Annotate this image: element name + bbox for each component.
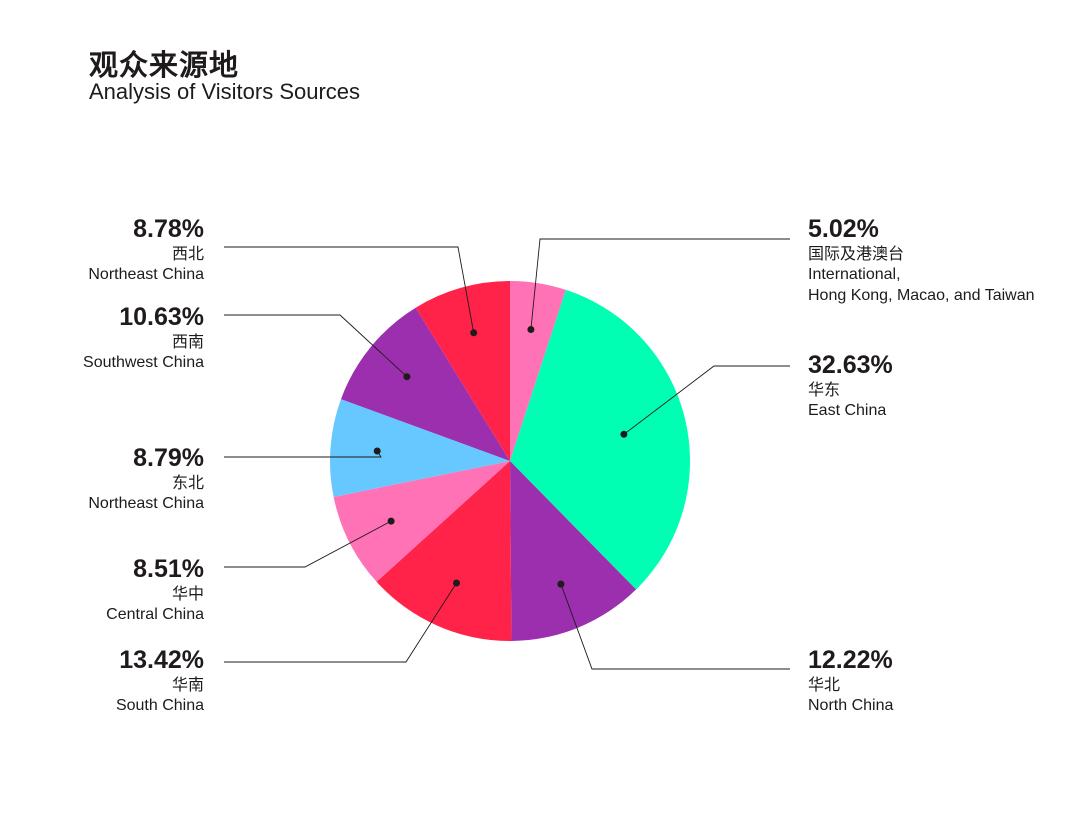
slice-region-en: Northeast China — [88, 266, 204, 283]
slice-region-cn: 东北 — [171, 473, 204, 492]
slice-region-cn: 西南 — [171, 332, 204, 351]
slice-region-en: East China — [808, 402, 887, 419]
slice-region-en: Central China — [106, 606, 204, 623]
slice-region-cn: 国际及港澳台 — [808, 244, 905, 263]
slice-region-en: Hong Kong, Macao, and Taiwan — [808, 287, 1035, 304]
leader-dot — [620, 430, 628, 438]
pie-slice — [510, 281, 566, 461]
chart-subtitle: Analysis of Visitors Sources — [89, 79, 361, 104]
slice-label: 10.63% 西南 Southwest China — [0, 303, 204, 373]
leader-line — [224, 246, 475, 333]
pie-slice — [330, 399, 510, 497]
leader-dot — [527, 326, 535, 333]
leader-dot — [403, 373, 411, 381]
leader-line — [224, 582, 457, 663]
slice-label: 32.63% 华东 East China — [808, 351, 1080, 421]
slice-label: 8.79% 东北 Northeast China — [0, 444, 204, 514]
leader-dot — [557, 580, 565, 588]
slice-label: 5.02% 国际及港澳台 International, Hong Kong, Maca… — [808, 215, 1080, 306]
slice-region-en: International, — [808, 266, 901, 283]
pie-slice — [376, 461, 512, 641]
slice-label: 13.42% 华南 South China — [0, 646, 204, 716]
slice-region-en: North China — [808, 697, 894, 714]
slice-region-cn: 华东 — [808, 380, 841, 399]
leader-line — [224, 314, 408, 378]
pie-slice — [415, 281, 510, 461]
pie-slice — [510, 461, 637, 641]
slice-label: 12.22% 华北 North China — [808, 646, 1080, 716]
slice-region-cn: 华中 — [171, 584, 204, 603]
slice-percent: 12.22% — [808, 646, 893, 674]
slice-percent: 5.02% — [808, 215, 879, 243]
leader-dot — [453, 579, 460, 587]
slice-region-en: Northeast China — [88, 495, 204, 512]
slice-percent: 10.63% — [119, 303, 204, 331]
leader-line — [224, 520, 392, 568]
pie-slice — [333, 461, 510, 582]
slice-percent: 13.42% — [119, 646, 204, 674]
slice-region-cn: 西北 — [171, 244, 204, 263]
slice-percent: 8.79% — [133, 444, 204, 472]
leader-line — [560, 583, 790, 670]
leader-dot — [470, 329, 478, 337]
slice-label: 8.78% 西北 Northeast China — [0, 215, 204, 285]
pie-slice — [510, 289, 690, 590]
chart-title: 观众来源地 — [89, 48, 240, 82]
pie-slice — [340, 307, 510, 461]
slice-label: 8.51% 华中 Central China — [0, 555, 204, 625]
leader-line — [530, 238, 790, 330]
slice-percent: 8.51% — [133, 555, 204, 583]
slice-region-cn: 华南 — [171, 675, 204, 694]
slice-percent: 8.78% — [133, 215, 204, 243]
slice-region-en: Southwest China — [83, 354, 204, 371]
slice-region-en: South China — [115, 697, 204, 714]
leader-dot — [373, 447, 381, 455]
slice-region-cn: 华北 — [808, 675, 841, 694]
leader-line — [623, 365, 790, 435]
leader-dot — [387, 517, 395, 525]
slice-percent: 32.63% — [808, 351, 893, 379]
